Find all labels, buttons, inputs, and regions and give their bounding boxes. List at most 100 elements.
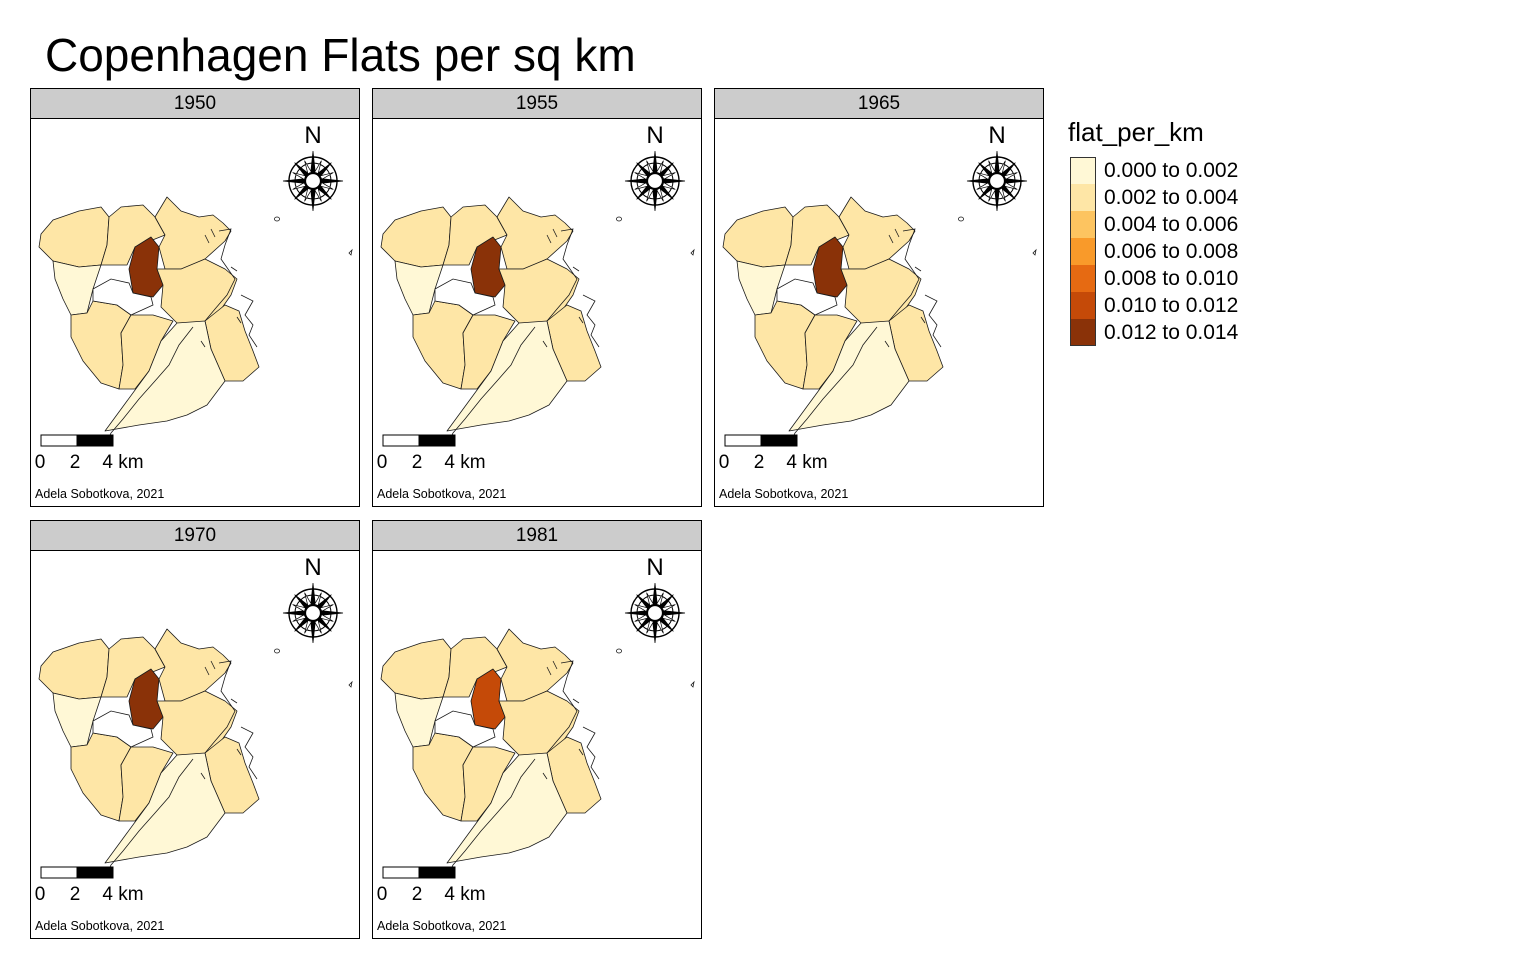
scale-label: 0 xyxy=(35,884,46,905)
pier-line xyxy=(204,234,210,244)
scale-label: 0 xyxy=(719,452,730,473)
scale-label: 0 xyxy=(377,452,388,473)
pier-line xyxy=(210,660,216,670)
map-legend: flat_per_km 0.000 to 0.002 0.002 to 0.004… xyxy=(1068,115,1238,346)
district-polygon xyxy=(156,690,238,760)
pier-line xyxy=(894,228,900,238)
pier-line xyxy=(884,340,890,348)
legend-swatch xyxy=(1070,292,1096,319)
scale-segment xyxy=(382,434,420,447)
islet xyxy=(348,680,353,688)
islet xyxy=(958,216,964,222)
pier-line xyxy=(572,698,580,704)
harbour-coastline xyxy=(106,660,258,874)
page-title: Copenhagen Flats per sq km xyxy=(45,29,636,81)
district-layer xyxy=(380,628,602,864)
scale-segment xyxy=(724,434,762,447)
legend-swatch xyxy=(1070,157,1096,184)
scale-bar: 0 2 4 km xyxy=(719,434,828,473)
district-polygon xyxy=(498,258,580,328)
islet xyxy=(690,680,695,688)
legend-swatch xyxy=(1070,211,1096,238)
legend-swatch xyxy=(1070,184,1096,211)
legend-label: 0.008 to 0.010 xyxy=(1104,267,1239,290)
no-data-area xyxy=(434,278,496,316)
north-arrow-icon: N xyxy=(624,554,686,644)
district-map: N 0 2 4 km xyxy=(377,554,695,905)
scale-label: 4 km xyxy=(102,452,143,473)
scale-segment xyxy=(40,866,78,879)
district-polygon xyxy=(722,206,794,268)
legend-item: 0.004 to 0.006 xyxy=(1068,211,1238,238)
district-layer xyxy=(38,628,260,864)
district-map: N 0 2 4 km xyxy=(377,122,695,473)
north-label: N xyxy=(304,122,321,149)
district-polygon xyxy=(154,196,232,270)
islet xyxy=(274,216,280,222)
scale-bar: 0 2 4 km xyxy=(35,434,144,473)
compass-hub xyxy=(987,171,1007,191)
north-label: N xyxy=(304,554,321,581)
pier-line xyxy=(546,234,552,244)
panel-year-label: 1965 xyxy=(715,89,1043,119)
scale-segment xyxy=(76,866,114,879)
credit-text: Adela Sobotkova, 2021 xyxy=(35,487,165,501)
pier-line xyxy=(578,316,584,324)
north-arrow-icon: N xyxy=(966,122,1028,212)
panel-year-label: 1955 xyxy=(373,89,701,119)
pier-line xyxy=(230,698,238,704)
pier-line xyxy=(230,266,238,272)
pier-line xyxy=(546,666,552,676)
credit-text: Adela Sobotkova, 2021 xyxy=(719,487,849,501)
credit-text: Adela Sobotkova, 2021 xyxy=(377,919,507,933)
district-polygon xyxy=(156,258,238,328)
north-label: N xyxy=(988,122,1005,149)
pier-line xyxy=(888,234,894,244)
islet xyxy=(1032,248,1037,256)
scale-label: 4 km xyxy=(786,452,827,473)
district-polygon xyxy=(380,206,452,268)
pier-line xyxy=(236,748,242,756)
legend-label: 0.000 to 0.002 xyxy=(1104,159,1239,182)
district-layer xyxy=(380,196,602,432)
legend-label: 0.006 to 0.008 xyxy=(1104,240,1239,263)
district-polygon xyxy=(840,258,922,328)
legend-items: 0.000 to 0.002 0.002 to 0.004 0.004 to 0.0… xyxy=(1068,157,1238,346)
compass-hub xyxy=(645,171,665,191)
legend-label: 0.004 to 0.006 xyxy=(1104,213,1239,236)
map-panel-1955: 1955 N 0 2 4 km Adela Sobotkova, 2021 xyxy=(372,88,702,507)
north-arrow-icon: N xyxy=(282,122,344,212)
no-data-area xyxy=(92,710,154,748)
district-polygon xyxy=(498,690,580,760)
compass-hub xyxy=(645,603,665,623)
compass-hub xyxy=(303,171,323,191)
scale-label: 2 xyxy=(412,884,423,905)
district-polygon xyxy=(496,628,574,702)
legend-swatch xyxy=(1070,265,1096,292)
islet xyxy=(274,648,280,654)
scale-bar: 0 2 4 km xyxy=(377,434,486,473)
pier-line xyxy=(542,340,548,348)
islet xyxy=(616,648,622,654)
scale-label: 4 km xyxy=(102,884,143,905)
legend-item: 0.000 to 0.002 xyxy=(1068,157,1238,184)
scale-label: 2 xyxy=(70,884,81,905)
legend-item: 0.008 to 0.010 xyxy=(1068,265,1238,292)
district-polygon xyxy=(380,638,452,700)
scale-label: 0 xyxy=(35,452,46,473)
legend-item: 0.012 to 0.014 xyxy=(1068,319,1238,346)
scale-bar: 0 2 4 km xyxy=(35,866,144,905)
pier-line xyxy=(236,316,242,324)
north-arrow-icon: N xyxy=(624,122,686,212)
district-map: N 0 2 4 km xyxy=(35,122,353,473)
scale-segment xyxy=(760,434,798,447)
north-arrow-icon: N xyxy=(282,554,344,644)
scale-segment xyxy=(382,866,420,879)
panel-year-label: 1950 xyxy=(31,89,359,119)
panel-year-label: 1981 xyxy=(373,521,701,551)
legend-label: 0.010 to 0.012 xyxy=(1104,294,1239,317)
scale-segment xyxy=(418,866,456,879)
legend-swatch xyxy=(1070,319,1096,346)
legend-swatch xyxy=(1070,238,1096,265)
scale-label: 2 xyxy=(70,452,81,473)
